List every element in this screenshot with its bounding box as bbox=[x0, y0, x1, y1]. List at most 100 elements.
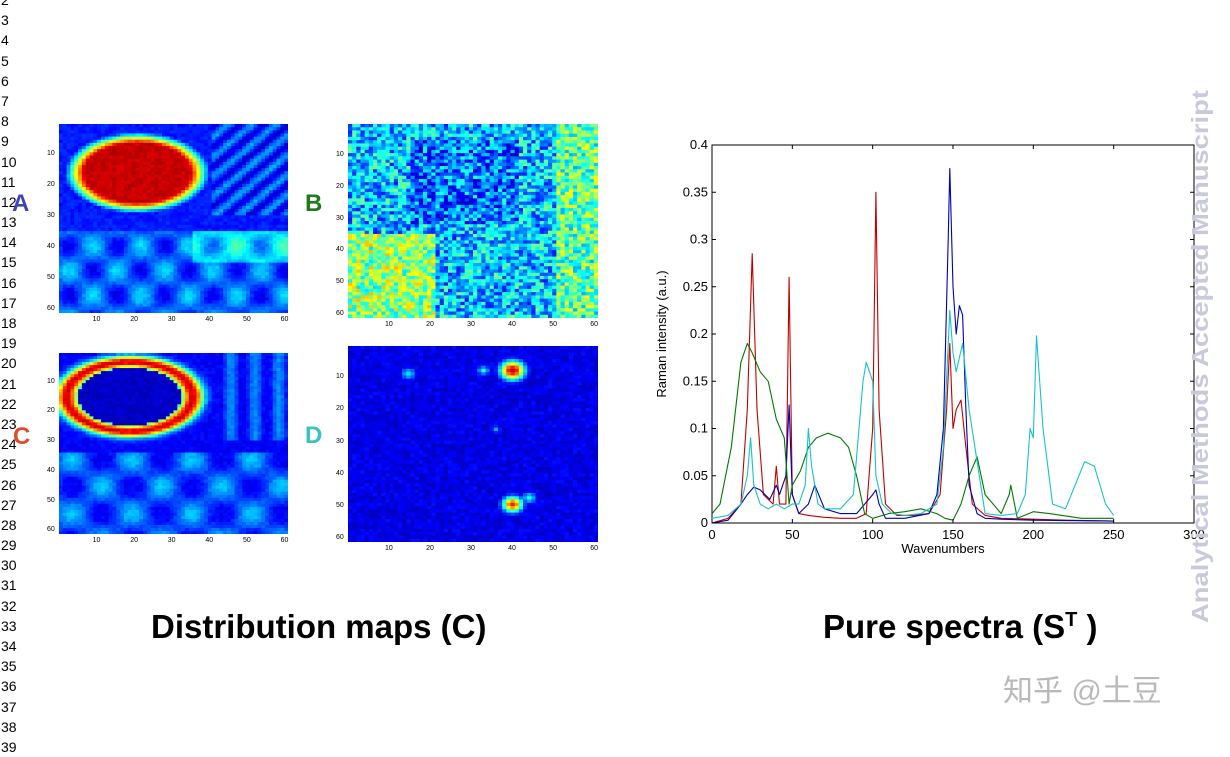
line-number: 32 bbox=[1, 596, 23, 616]
x-axis-label: Wavenumbers bbox=[901, 541, 985, 556]
map-x-tick: 10 bbox=[93, 537, 101, 544]
map-y-tick: 30 bbox=[336, 438, 344, 445]
line-number: 19 bbox=[1, 333, 23, 353]
map-x-tick: 10 bbox=[385, 545, 393, 552]
line-number: 29 bbox=[1, 535, 23, 555]
map-x-tick: 30 bbox=[168, 537, 176, 544]
map-x-tick: 20 bbox=[426, 321, 434, 328]
line-number: 15 bbox=[1, 252, 23, 272]
map-x-tick: 60 bbox=[281, 537, 289, 544]
y-tick-label: 0 bbox=[701, 515, 708, 530]
line-number: 21 bbox=[1, 374, 23, 394]
line-number: 37 bbox=[1, 697, 23, 717]
zhihu-watermark: 知乎 @土豆 bbox=[1003, 666, 1162, 710]
y-axis-label: Raman intensity (a.u.) bbox=[654, 270, 669, 397]
panel-letter-b: B bbox=[305, 190, 322, 218]
plot-frame bbox=[712, 145, 1194, 523]
line-number: 33 bbox=[1, 616, 23, 636]
map-y-tick: 60 bbox=[336, 310, 344, 317]
caption-distribution-maps: Distribution maps (C) bbox=[151, 608, 487, 646]
y-tick-label: 0.2 bbox=[690, 326, 708, 341]
line-number: 27 bbox=[1, 495, 23, 515]
y-tick-label: 0.15 bbox=[683, 373, 708, 388]
y-tick-label: 0.25 bbox=[683, 279, 708, 294]
map-x-tick: 60 bbox=[281, 316, 289, 323]
x-tick-label: 100 bbox=[862, 527, 884, 542]
x-tick-label: 250 bbox=[1103, 527, 1125, 542]
line-number: 2 bbox=[1, 0, 23, 10]
map-y-tick: 60 bbox=[336, 534, 344, 541]
map-y-tick: 50 bbox=[47, 497, 55, 504]
map-y-tick: 10 bbox=[47, 378, 55, 385]
panel-letter-a: A bbox=[12, 190, 29, 218]
heatmap-c bbox=[59, 353, 288, 534]
distribution-map-c bbox=[59, 353, 288, 534]
accepted-manuscript-watermark: Analytical Methods Accepted Manuscript bbox=[1188, 88, 1216, 623]
map-y-tick: 40 bbox=[336, 246, 344, 253]
map-y-tick: 50 bbox=[336, 502, 344, 509]
heatmap-b bbox=[348, 124, 598, 318]
map-x-tick: 20 bbox=[130, 316, 138, 323]
line-number: 25 bbox=[1, 454, 23, 474]
line-number: 10 bbox=[1, 152, 23, 172]
x-tick-label: 50 bbox=[785, 527, 799, 542]
panel-letter-c: C bbox=[13, 423, 30, 451]
line-number: 36 bbox=[1, 676, 23, 696]
caption-superscript-t: T bbox=[1065, 609, 1077, 631]
map-x-tick: 30 bbox=[467, 545, 475, 552]
map-y-tick: 50 bbox=[336, 278, 344, 285]
line-number: 8 bbox=[1, 111, 23, 131]
line-number: 20 bbox=[1, 353, 23, 373]
map-x-tick: 40 bbox=[205, 537, 213, 544]
line-number: 3 bbox=[1, 10, 23, 30]
distribution-map-d bbox=[348, 346, 598, 542]
map-x-tick: 40 bbox=[508, 321, 516, 328]
caption-pure-spectra-close: ) bbox=[1077, 608, 1097, 645]
spectrum-line-cyan bbox=[712, 310, 1114, 518]
map-y-tick: 20 bbox=[336, 183, 344, 190]
map-y-tick: 30 bbox=[47, 437, 55, 444]
line-number: 9 bbox=[1, 131, 23, 151]
map-x-tick: 50 bbox=[549, 321, 557, 328]
y-tick-label: 0.05 bbox=[683, 468, 708, 483]
map-y-tick: 30 bbox=[47, 212, 55, 219]
map-x-tick: 50 bbox=[549, 545, 557, 552]
line-number: 11 bbox=[1, 172, 23, 192]
line-number: 34 bbox=[1, 636, 23, 656]
map-y-tick: 10 bbox=[336, 151, 344, 158]
line-number: 7 bbox=[1, 91, 23, 111]
line-number: 22 bbox=[1, 394, 23, 414]
map-x-tick: 50 bbox=[243, 316, 251, 323]
caption-pure-spectra-text: Pure spectra (S bbox=[823, 608, 1065, 645]
map-x-tick: 30 bbox=[168, 316, 176, 323]
spectrum-line-red bbox=[712, 192, 1114, 523]
map-y-tick: 30 bbox=[336, 215, 344, 222]
map-y-tick: 20 bbox=[336, 405, 344, 412]
map-y-tick: 40 bbox=[336, 470, 344, 477]
panel-letter-d: D bbox=[305, 422, 322, 450]
line-number: 5 bbox=[1, 51, 23, 71]
spectrum-line-blue bbox=[712, 169, 1114, 523]
map-x-tick: 10 bbox=[93, 316, 101, 323]
map-x-tick: 20 bbox=[130, 537, 138, 544]
line-number: 14 bbox=[1, 232, 23, 252]
map-y-tick: 60 bbox=[47, 305, 55, 312]
caption-pure-spectra: Pure spectra (ST ) bbox=[823, 608, 1098, 646]
x-tick-label: 150 bbox=[942, 527, 964, 542]
line-number: 18 bbox=[1, 313, 23, 333]
map-y-tick: 40 bbox=[47, 243, 55, 250]
map-x-tick: 20 bbox=[426, 545, 434, 552]
line-number: 39 bbox=[1, 737, 23, 757]
heatmap-d bbox=[348, 346, 598, 542]
map-y-tick: 40 bbox=[47, 467, 55, 474]
heatmap-a bbox=[59, 124, 288, 313]
line-number: 28 bbox=[1, 515, 23, 535]
line-number: 6 bbox=[1, 71, 23, 91]
map-y-tick: 20 bbox=[47, 407, 55, 414]
map-x-tick: 50 bbox=[243, 537, 251, 544]
map-y-tick: 20 bbox=[47, 181, 55, 188]
distribution-map-a bbox=[59, 124, 288, 313]
map-y-tick: 60 bbox=[47, 526, 55, 533]
